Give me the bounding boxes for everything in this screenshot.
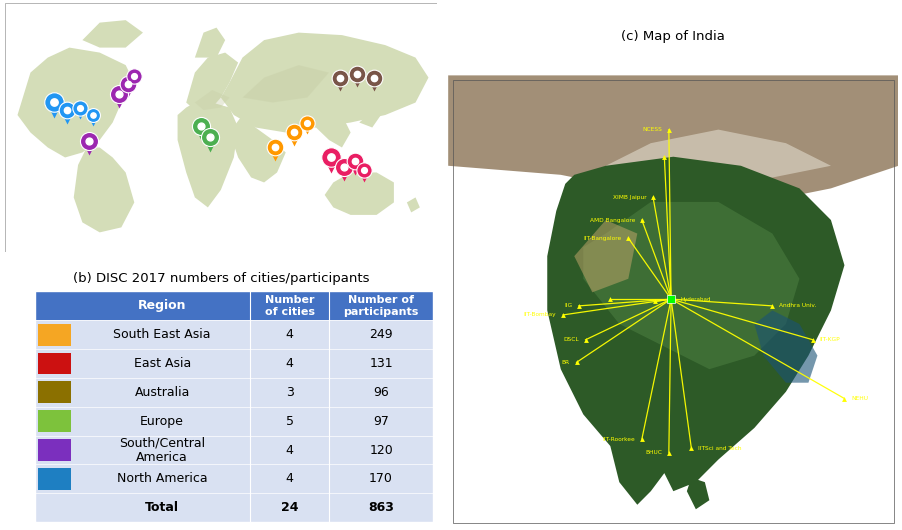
Polygon shape (574, 220, 637, 293)
Bar (35, 493, 75, 522)
Text: DSCL: DSCL (563, 337, 578, 342)
Text: 4: 4 (285, 328, 293, 341)
Polygon shape (195, 90, 229, 110)
Text: Australia: Australia (134, 386, 189, 399)
Text: 3: 3 (285, 386, 293, 399)
Bar (35, 407, 75, 436)
Text: AMD Bangalore: AMD Bangalore (589, 217, 634, 223)
Polygon shape (243, 65, 328, 102)
Polygon shape (316, 115, 350, 147)
Text: 5: 5 (285, 414, 293, 428)
Polygon shape (359, 108, 381, 128)
Text: 863: 863 (368, 501, 393, 514)
Text: Total: Total (145, 501, 179, 514)
Bar (38, 468, 71, 490)
Bar (35, 378, 75, 407)
Text: 131: 131 (369, 357, 392, 370)
Text: 4: 4 (285, 444, 293, 456)
Text: Europe: Europe (140, 414, 184, 428)
Bar (38, 410, 71, 432)
Polygon shape (74, 147, 134, 232)
Text: BHUC: BHUC (645, 450, 661, 455)
Text: IITSci and Tech: IITSci and Tech (697, 446, 741, 450)
Text: BR: BR (561, 360, 569, 365)
Bar (38, 324, 71, 346)
Text: Andhra Univ.: Andhra Univ. (778, 303, 815, 308)
Polygon shape (583, 202, 798, 369)
Text: NEHU: NEHU (851, 396, 867, 401)
Text: IIT-Bombay: IIT-Bombay (523, 312, 556, 317)
Polygon shape (221, 33, 428, 132)
Bar (35, 292, 75, 320)
Bar (75, 407, 432, 436)
Text: Number of
participants: Number of participants (343, 295, 419, 316)
Text: 170: 170 (369, 472, 392, 485)
Bar (75, 292, 432, 320)
Bar (75, 378, 432, 407)
Polygon shape (547, 157, 843, 505)
Text: Hyderabad: Hyderabad (679, 297, 710, 302)
Text: 97: 97 (373, 414, 389, 428)
Polygon shape (407, 197, 419, 213)
Bar (75, 493, 432, 522)
Bar (38, 352, 71, 374)
Bar (35, 464, 75, 493)
Bar (75, 436, 432, 464)
Text: 4: 4 (285, 472, 293, 485)
Polygon shape (605, 130, 830, 179)
Polygon shape (186, 52, 238, 110)
Bar (35, 436, 75, 464)
Polygon shape (753, 311, 816, 383)
Text: 249: 249 (369, 328, 392, 341)
Text: XIMB Jaipur: XIMB Jaipur (612, 195, 646, 200)
Polygon shape (325, 172, 393, 215)
Text: IIG: IIG (563, 303, 571, 308)
Text: (c) Map of India: (c) Map of India (621, 30, 724, 43)
Polygon shape (195, 28, 225, 58)
Polygon shape (178, 102, 238, 207)
Text: South East Asia: South East Asia (114, 328, 211, 341)
Text: 96: 96 (373, 386, 389, 399)
Polygon shape (229, 115, 285, 182)
Text: 4: 4 (285, 357, 293, 370)
Polygon shape (82, 20, 143, 48)
Text: 24: 24 (281, 501, 298, 514)
Bar (75, 349, 432, 378)
Bar (35, 320, 75, 349)
Bar (35, 349, 75, 378)
Text: NCESS: NCESS (641, 127, 661, 132)
Bar (38, 382, 71, 403)
Bar (75, 464, 432, 493)
Text: Region: Region (138, 299, 186, 312)
Text: Number
of cities: Number of cities (264, 295, 314, 316)
Polygon shape (447, 75, 897, 202)
Text: East Asia: East Asia (133, 357, 190, 370)
Text: North America: North America (116, 472, 207, 485)
Text: IIT-Bangalore: IIT-Bangalore (583, 236, 621, 241)
Text: South/Central
America: South/Central America (119, 436, 205, 464)
Polygon shape (17, 48, 134, 157)
Bar (38, 439, 71, 461)
Text: (b) DISC 2017 numbers of cities/participants: (b) DISC 2017 numbers of cities/particip… (72, 272, 369, 285)
Text: IIT-Roorkee: IIT-Roorkee (602, 437, 634, 441)
Text: 120: 120 (369, 444, 392, 456)
Bar (75, 320, 432, 349)
Polygon shape (686, 478, 709, 509)
Text: IIT-KGP: IIT-KGP (819, 337, 840, 342)
